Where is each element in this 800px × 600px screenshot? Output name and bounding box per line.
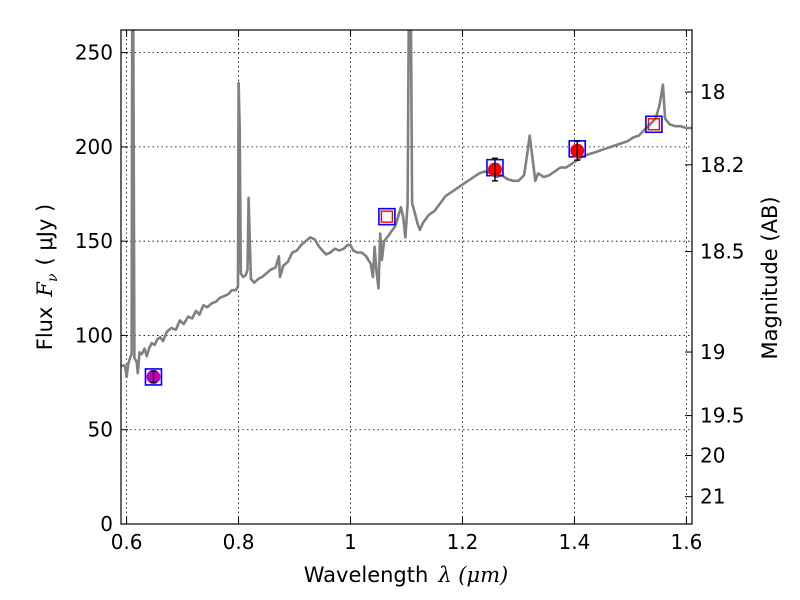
y-tick-label-100: 100 bbox=[75, 323, 113, 347]
spectrum-layer bbox=[121, 30, 692, 379]
y-tick-label-200: 200 bbox=[75, 135, 113, 159]
markers-layer bbox=[144, 115, 663, 386]
model-inner-square-0 bbox=[380, 210, 394, 223]
photometry-point-1.26 bbox=[487, 157, 502, 182]
x-tick-label-0.8: 0.8 bbox=[223, 530, 255, 554]
y-axis-right-label: Magnitude (AB) bbox=[758, 196, 782, 359]
mag-tick-label-20: 20 bbox=[700, 444, 725, 468]
x-tick-label-0.6: 0.6 bbox=[111, 530, 143, 554]
model-square-1.06 bbox=[378, 207, 396, 226]
model-square-0.65 bbox=[144, 368, 163, 386]
spectrum-line bbox=[121, 30, 692, 379]
y-axis-right: 18 18.2 18.5 19 19.5 20 21 bbox=[685, 80, 745, 509]
y-axis-label: FluxFν( μJy ) bbox=[33, 204, 61, 350]
y-tick-label-150: 150 bbox=[75, 229, 113, 253]
model-inner-square-1 bbox=[647, 118, 661, 131]
y-tick-label-0: 0 bbox=[100, 512, 113, 536]
mag-tick-label-21: 21 bbox=[700, 485, 725, 509]
model-square-1.54 bbox=[645, 115, 663, 134]
mag-tick-label-18.2: 18.2 bbox=[700, 153, 745, 177]
mag-tick-label-18: 18 bbox=[700, 80, 725, 104]
mag-tick-label-18.5: 18.5 bbox=[700, 240, 745, 264]
mag-tick-label-19.5: 19.5 bbox=[700, 404, 745, 428]
plot-frame bbox=[120, 29, 693, 525]
x-tick-label-1.4: 1.4 bbox=[559, 530, 591, 554]
x-tick-label-1: 1 bbox=[344, 530, 357, 554]
mag-tick-label-19: 19 bbox=[700, 340, 725, 364]
grid bbox=[121, 30, 692, 525]
y-axis-left: 0 50 100 150 200 250 bbox=[75, 41, 128, 536]
x-axis: 0.6 0.8 1 1.2 1.4 1.6 bbox=[111, 30, 702, 554]
x-axis-label: Wavelength λ (μm) bbox=[304, 563, 509, 587]
x-tick-label-1.2: 1.2 bbox=[447, 530, 479, 554]
photometry-point-1.40 bbox=[570, 140, 585, 161]
x-tick-label-1.6: 1.6 bbox=[670, 530, 702, 554]
y-tick-label-250: 250 bbox=[75, 41, 113, 65]
y-tick-label-50: 50 bbox=[88, 418, 113, 442]
photometry-point-0.65 bbox=[146, 369, 161, 384]
